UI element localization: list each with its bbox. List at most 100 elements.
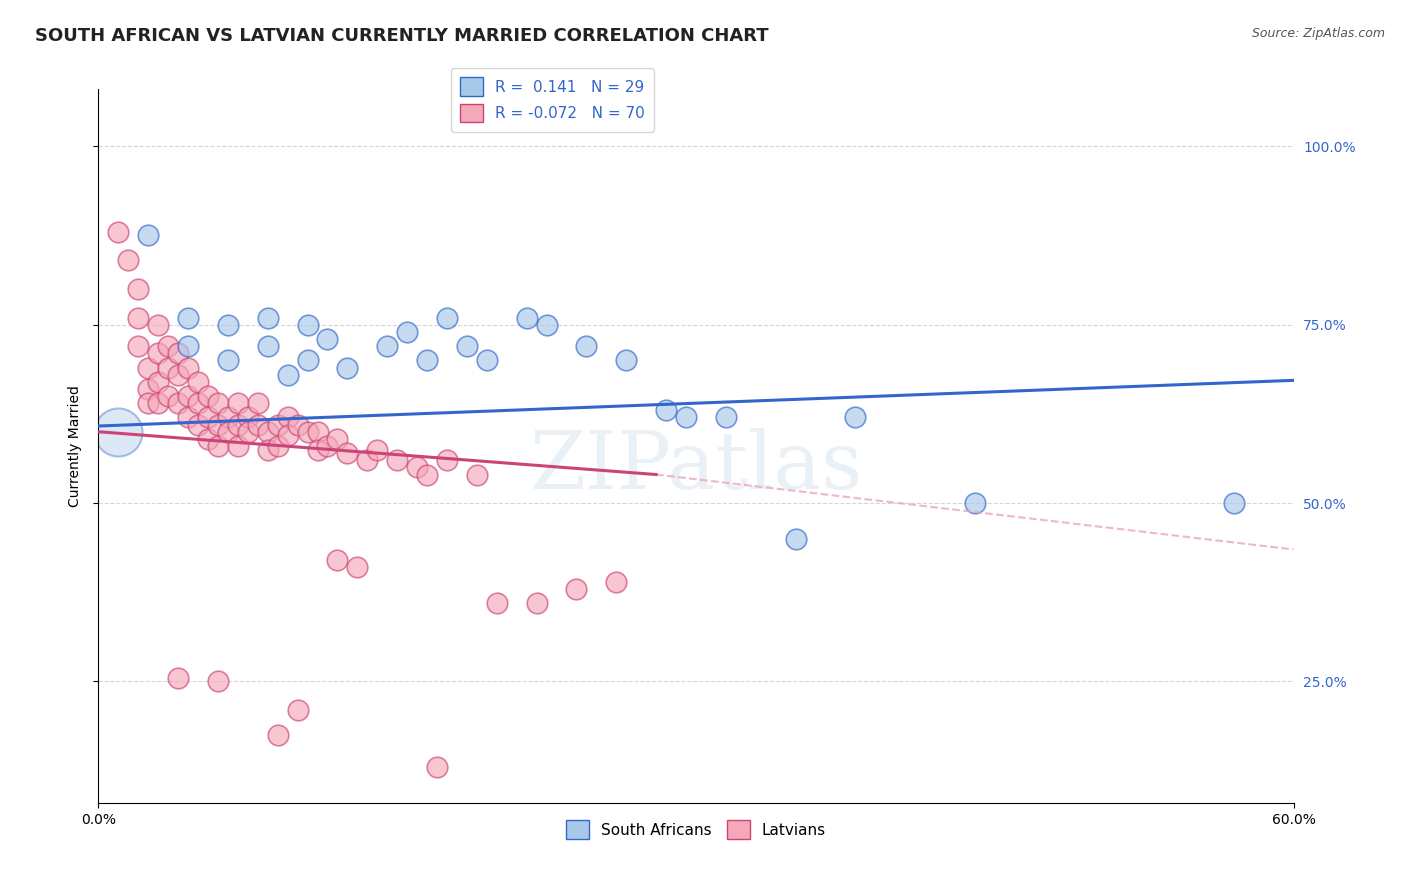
Point	[207, 439, 229, 453]
Point	[297, 353, 319, 368]
Point	[416, 467, 439, 482]
Point	[167, 671, 190, 685]
Point	[485, 596, 508, 610]
Point	[614, 353, 637, 368]
Point	[267, 439, 290, 453]
Point	[287, 417, 309, 432]
Point	[256, 339, 278, 353]
Point	[136, 382, 159, 396]
Point	[375, 339, 398, 353]
Point	[136, 396, 159, 410]
Point	[436, 310, 458, 325]
Text: SOUTH AFRICAN VS LATVIAN CURRENTLY MARRIED CORRELATION CHART: SOUTH AFRICAN VS LATVIAN CURRENTLY MARRI…	[35, 27, 769, 45]
Point	[785, 532, 807, 546]
Point	[396, 325, 419, 339]
Point	[207, 674, 229, 689]
Point	[207, 396, 229, 410]
Point	[127, 310, 149, 325]
Point	[536, 318, 558, 332]
Point	[167, 346, 190, 360]
Point	[256, 310, 278, 325]
Point	[157, 339, 180, 353]
Point	[177, 310, 200, 325]
Point	[197, 389, 219, 403]
Point	[107, 225, 129, 239]
Point	[963, 496, 986, 510]
Point	[605, 574, 627, 589]
Point	[844, 410, 866, 425]
Point	[436, 453, 458, 467]
Text: ZIPatlas: ZIPatlas	[529, 428, 863, 507]
Point	[236, 410, 259, 425]
Y-axis label: Currently Married: Currently Married	[69, 385, 83, 507]
Point	[366, 442, 388, 457]
Point	[277, 368, 299, 382]
Point	[148, 346, 170, 360]
Point	[217, 425, 239, 439]
Point	[127, 282, 149, 296]
Point	[385, 453, 409, 467]
Point	[675, 410, 697, 425]
Point	[287, 703, 309, 717]
Point	[167, 396, 190, 410]
Point	[256, 425, 278, 439]
Point	[117, 253, 139, 268]
Point	[346, 560, 368, 574]
Point	[236, 425, 259, 439]
Point	[177, 360, 200, 375]
Point	[177, 410, 200, 425]
Point	[157, 360, 180, 375]
Point	[187, 375, 209, 389]
Point	[714, 410, 737, 425]
Point	[136, 228, 159, 243]
Point	[148, 318, 170, 332]
Point	[336, 360, 359, 375]
Point	[217, 353, 239, 368]
Point	[326, 432, 349, 446]
Point	[565, 582, 588, 596]
Point	[516, 310, 538, 325]
Point	[157, 389, 180, 403]
Point	[326, 553, 349, 567]
Point	[127, 339, 149, 353]
Point	[187, 417, 209, 432]
Point	[426, 760, 449, 774]
Point	[267, 417, 290, 432]
Point	[526, 596, 548, 610]
Point	[406, 460, 429, 475]
Point	[297, 425, 319, 439]
Point	[267, 728, 290, 742]
Point	[416, 353, 439, 368]
Point	[246, 417, 269, 432]
Point	[307, 425, 329, 439]
Point	[148, 375, 170, 389]
Text: Source: ZipAtlas.com: Source: ZipAtlas.com	[1251, 27, 1385, 40]
Point	[136, 360, 159, 375]
Point	[277, 410, 299, 425]
Point	[256, 442, 278, 457]
Legend: South Africans, Latvians: South Africans, Latvians	[560, 814, 832, 845]
Point	[655, 403, 678, 417]
Point	[246, 396, 269, 410]
Point	[465, 467, 488, 482]
Point	[307, 442, 329, 457]
Point	[316, 439, 339, 453]
Point	[197, 432, 219, 446]
Point	[226, 439, 249, 453]
Point	[167, 368, 190, 382]
Point	[456, 339, 478, 353]
Point	[187, 396, 209, 410]
Point	[107, 425, 129, 439]
Point	[277, 428, 299, 442]
Point	[475, 353, 498, 368]
Point	[217, 318, 239, 332]
Point	[148, 396, 170, 410]
Point	[177, 389, 200, 403]
Point	[356, 453, 378, 467]
Point	[316, 332, 339, 346]
Point	[207, 417, 229, 432]
Point	[217, 410, 239, 425]
Point	[1223, 496, 1246, 510]
Point	[177, 339, 200, 353]
Point	[226, 396, 249, 410]
